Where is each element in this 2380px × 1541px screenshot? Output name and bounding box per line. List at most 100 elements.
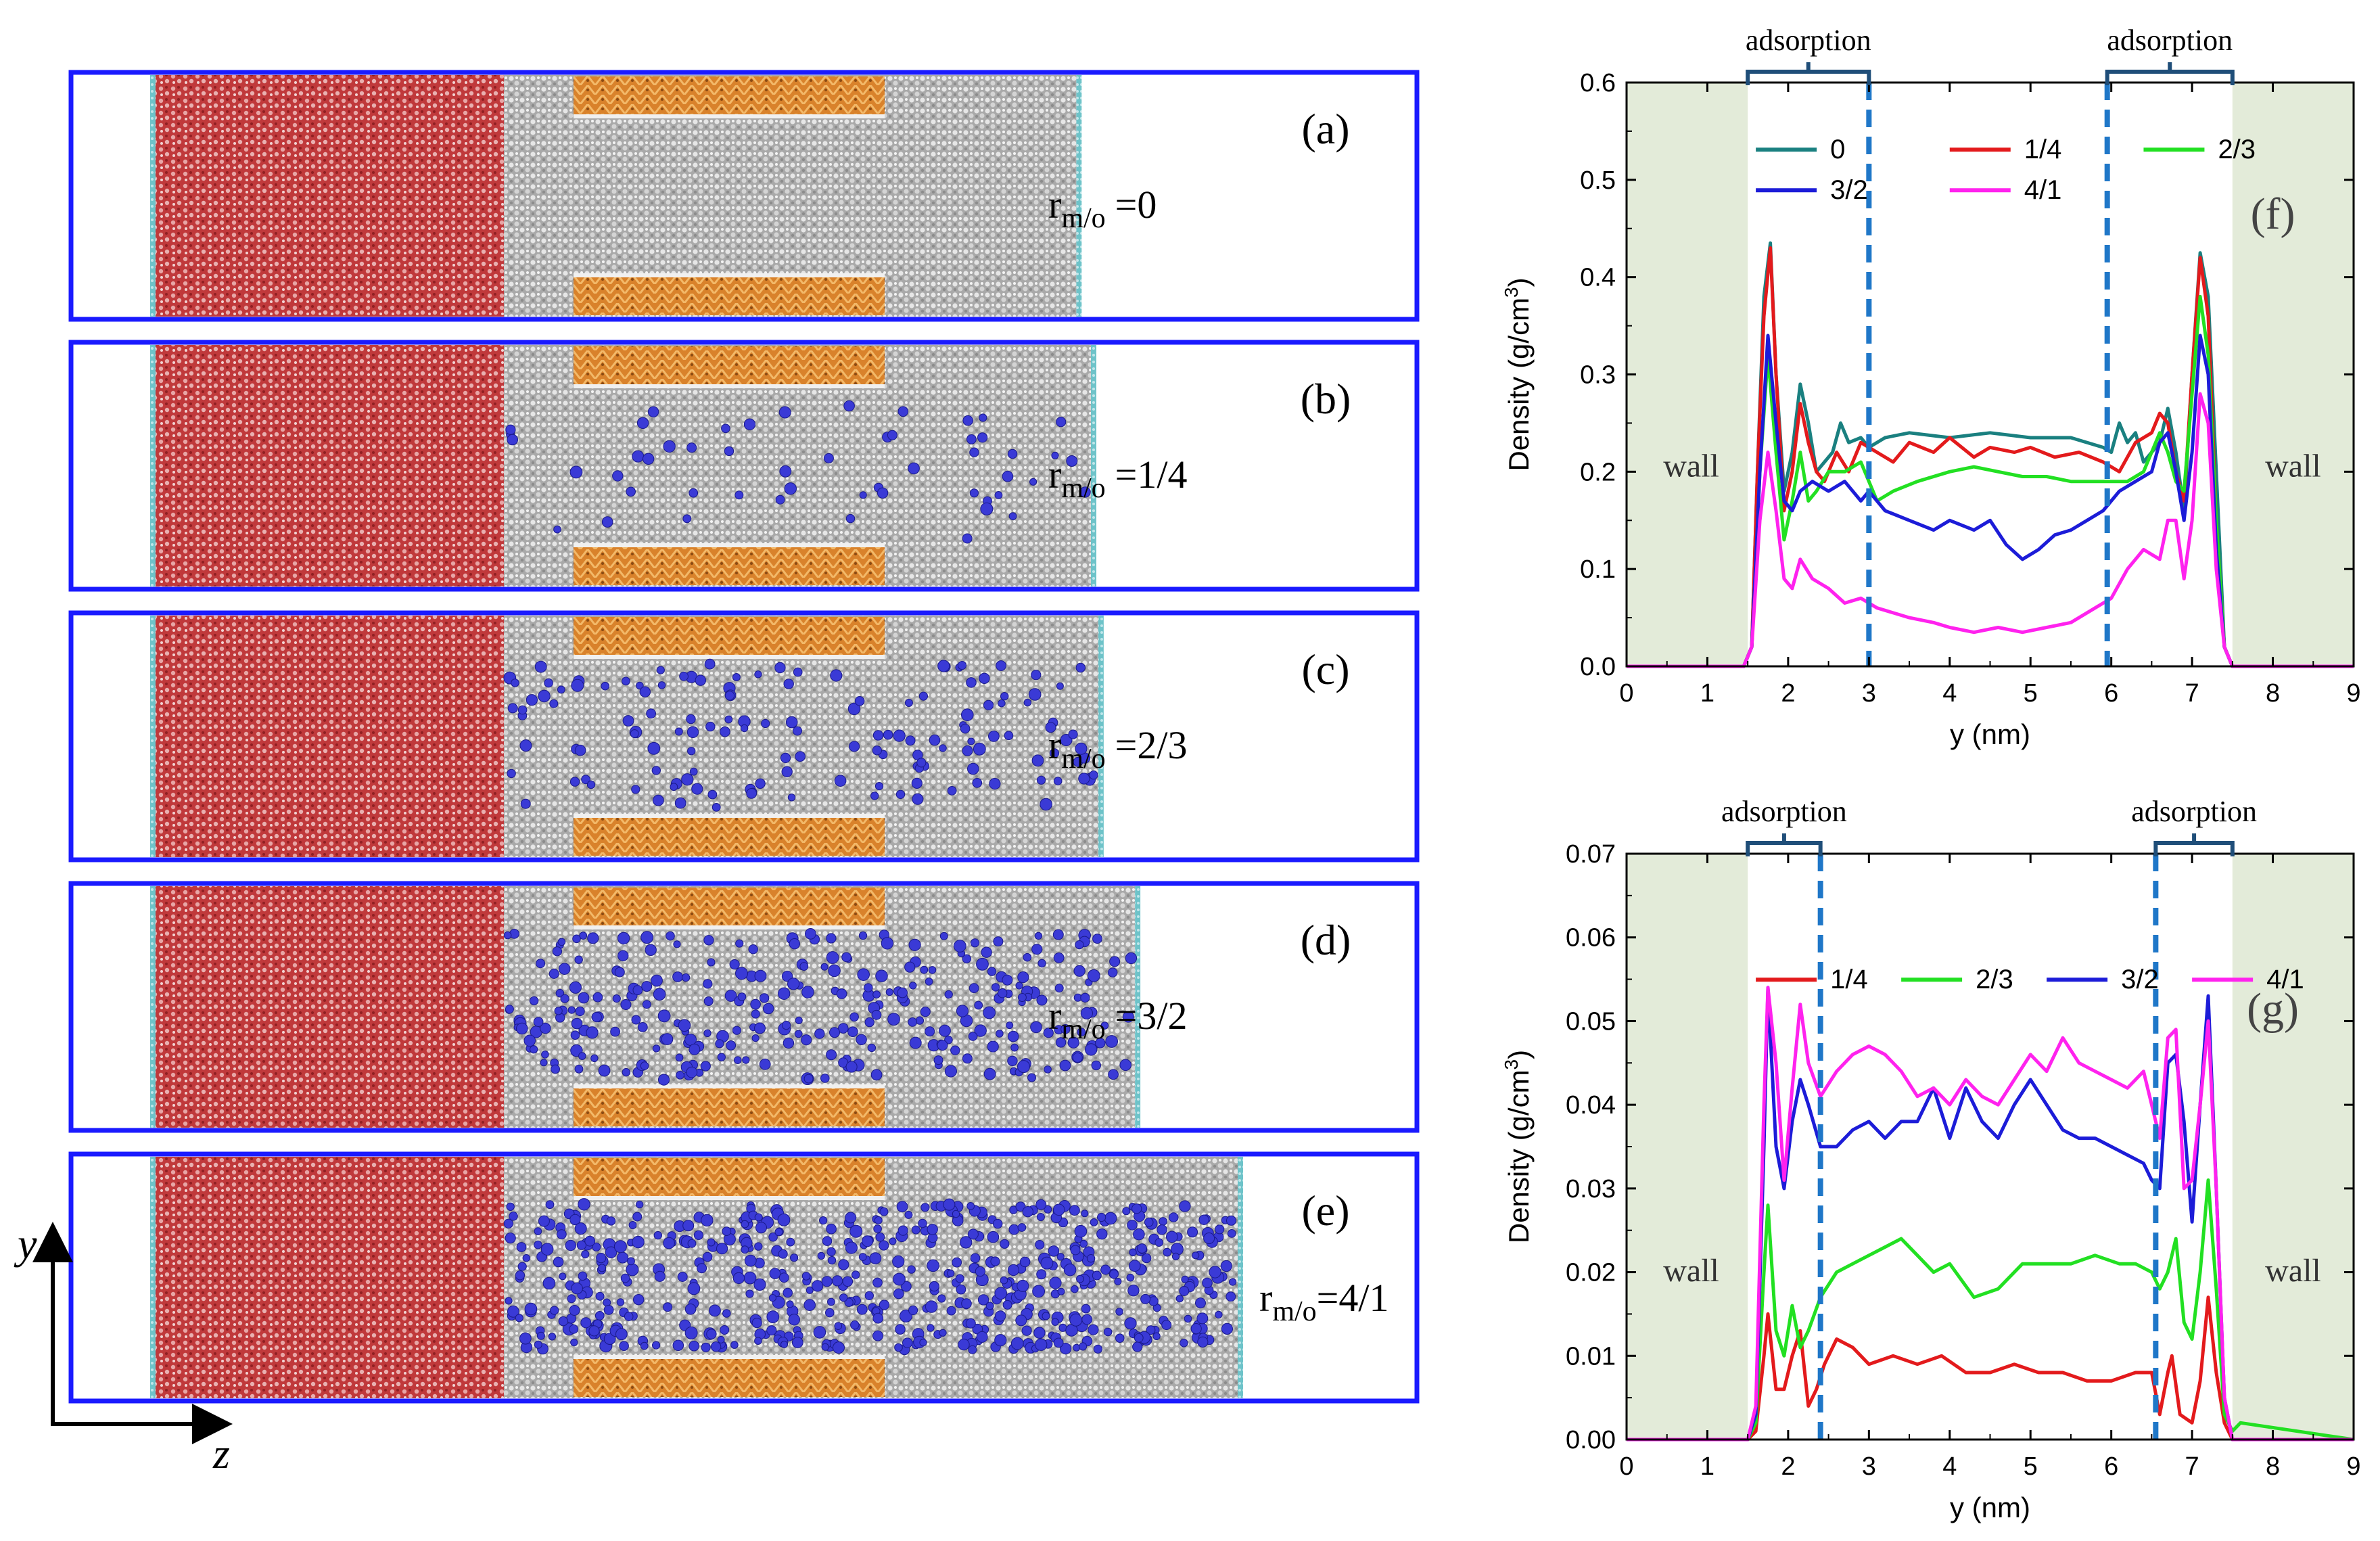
molecule [569, 777, 580, 787]
molecule [920, 1203, 930, 1212]
molecule [836, 988, 847, 999]
molecule [794, 1030, 803, 1038]
molecule [631, 1015, 641, 1025]
molecule [1202, 1277, 1213, 1289]
ratio-prefix: r [1259, 1276, 1272, 1320]
molecule [570, 1338, 578, 1347]
top-slab [574, 76, 885, 114]
molecule [834, 1322, 843, 1330]
top-slab-edge [574, 384, 885, 388]
molecule [1131, 1203, 1142, 1214]
water-region [156, 886, 504, 1128]
molecule [994, 1334, 1007, 1347]
molecule [970, 1253, 981, 1264]
molecule [689, 767, 698, 776]
molecule [1040, 798, 1052, 811]
molecule [975, 1266, 986, 1277]
y-axis-label: Density (g/cm3) [1501, 1050, 1535, 1243]
molecule [827, 1297, 835, 1306]
molecule [967, 762, 979, 775]
molecule [511, 678, 519, 687]
molecule [534, 660, 547, 673]
molecule [1209, 1266, 1221, 1279]
x-tick-label: 2 [1781, 1452, 1795, 1481]
wall-label-left: wall [1663, 1253, 1719, 1289]
molecule [569, 1324, 579, 1334]
x-tick-label: 1 [1700, 679, 1714, 708]
snapshot-panel-1: (b) rm/o =1/4 [68, 340, 1420, 592]
legend-label: 0 [1830, 135, 1845, 164]
molecule [647, 741, 661, 755]
molecule [1192, 1251, 1200, 1260]
molecule [612, 994, 621, 1003]
molecule [881, 937, 894, 950]
chart-g: wall wall 0 1 2 3 4 5 6 7 8 9 0.00 0.01 0.02 0.03 0.04 0.… [1501, 795, 2361, 1523]
top-slab-edge [574, 114, 885, 118]
molecule [985, 1302, 994, 1310]
molecule [750, 998, 761, 1010]
molecule [523, 1034, 536, 1047]
molecule [987, 1040, 999, 1053]
molecule [965, 1318, 976, 1329]
legend-label: 1/4 [2024, 135, 2062, 164]
molecule [529, 996, 539, 1006]
molecule [1114, 1277, 1122, 1285]
molecule [1075, 742, 1088, 755]
molecule [966, 434, 977, 444]
molecule [557, 685, 565, 694]
molecule [864, 1291, 874, 1301]
molecule [838, 1259, 849, 1270]
molecule [786, 1237, 795, 1247]
molecule [620, 999, 632, 1010]
molecule [734, 490, 744, 500]
molecule [777, 1213, 791, 1226]
molecule [1133, 1228, 1145, 1241]
molecule [875, 1232, 885, 1242]
ratio-prefix: r [1048, 994, 1061, 1038]
molecule [1184, 1314, 1192, 1323]
molecule [753, 1278, 766, 1291]
molecule [1017, 1223, 1027, 1232]
molecule [642, 1000, 651, 1009]
molecule [969, 983, 979, 994]
molecule [569, 1305, 580, 1316]
molecule [710, 1341, 722, 1352]
molecule [915, 1016, 925, 1025]
molecule [983, 699, 994, 711]
molecule [929, 734, 941, 746]
molecule [540, 1022, 551, 1034]
molecule [1019, 1256, 1031, 1268]
x-tick-label: 3 [1862, 679, 1876, 708]
molecule [801, 1034, 812, 1046]
molecule [724, 691, 735, 701]
molecule [1100, 1264, 1111, 1275]
molecule [786, 1300, 794, 1308]
molecule [759, 1058, 771, 1070]
molecule [1074, 1224, 1088, 1238]
molecule [702, 1251, 713, 1262]
molecule [1043, 1028, 1054, 1038]
molecule [920, 965, 929, 974]
molecule [908, 462, 920, 475]
molecule [1109, 956, 1121, 967]
molecule [803, 1299, 816, 1311]
molecule [977, 1294, 989, 1306]
molecule [1092, 934, 1102, 944]
molecule [960, 723, 971, 734]
molecule [645, 944, 657, 957]
molecule [820, 963, 829, 971]
molecule [1132, 1341, 1143, 1352]
molecule [548, 1333, 557, 1341]
molecule [1127, 1285, 1140, 1297]
molecule [925, 1300, 938, 1313]
molecule [703, 935, 714, 946]
molecule [735, 939, 744, 948]
y-tick-label: 0.1 [1580, 555, 1616, 584]
molecule [974, 1024, 987, 1037]
molecule [849, 741, 860, 752]
molecule [533, 1017, 544, 1027]
molecule [962, 954, 972, 964]
y-axis-label: Density (g/cm3) [1501, 277, 1535, 471]
bottom-slab [574, 1359, 885, 1397]
y-label-sup: 3 [1501, 287, 1522, 298]
